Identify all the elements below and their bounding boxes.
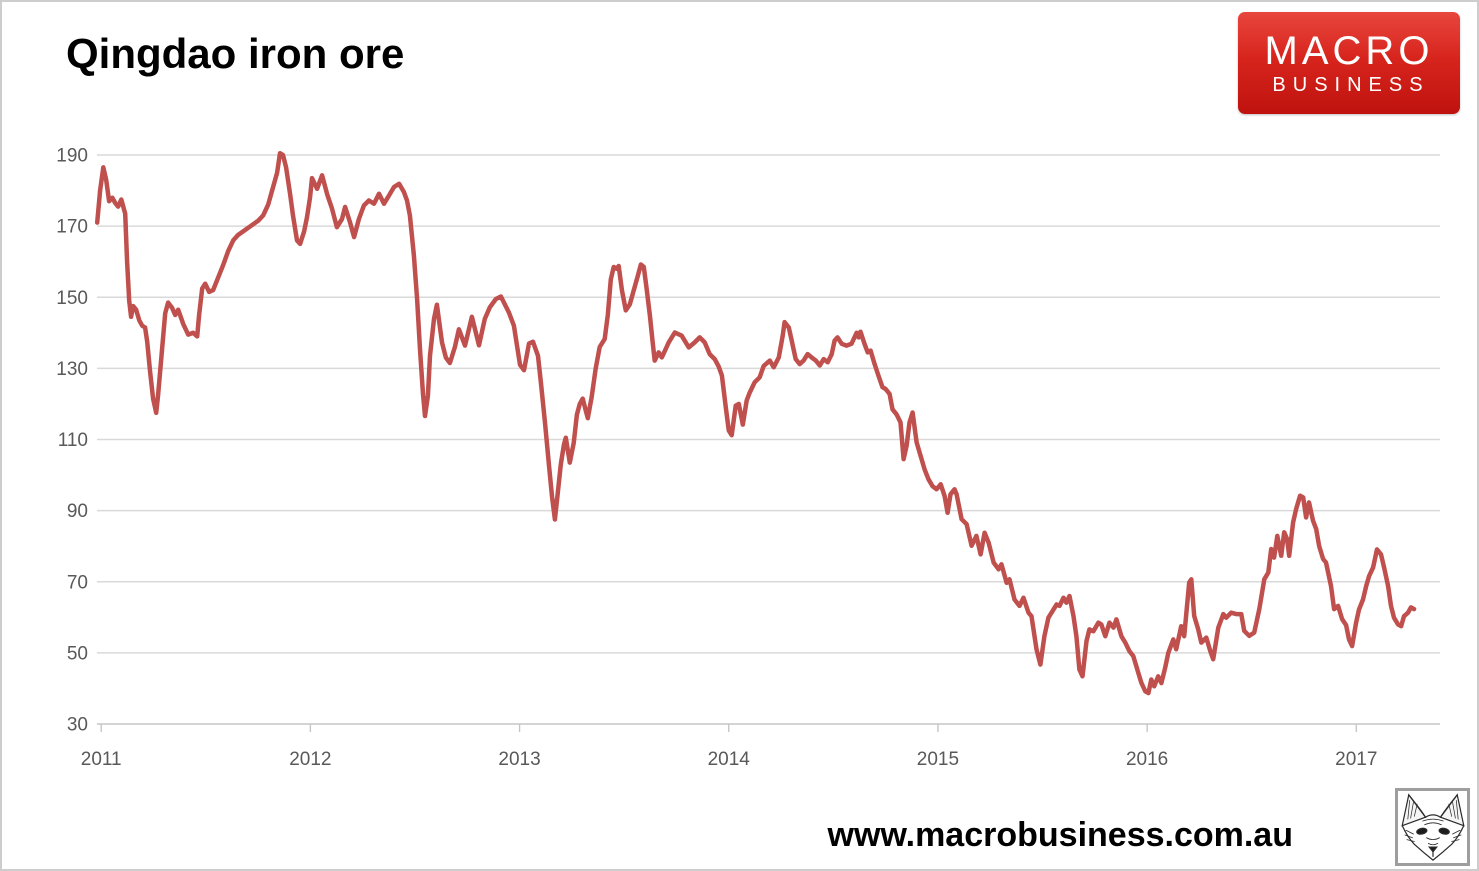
x-axis-tick-label: 2012 <box>289 749 331 770</box>
page-title: Qingdao iron ore <box>66 30 405 77</box>
y-axis-tick-label: 170 <box>56 217 88 238</box>
y-axis-tick-label: 30 <box>67 715 88 736</box>
x-axis-tick-label: 2015 <box>917 749 959 770</box>
y-axis-tick-label: 130 <box>56 359 88 380</box>
logo-text-macro: MACRO <box>1264 29 1434 73</box>
y-axis-tick-label: 70 <box>67 572 88 593</box>
logo-text-business: BUSINESS <box>1272 74 1430 96</box>
x-axis-tick-label: 2016 <box>1126 749 1168 770</box>
y-axis-tick-label: 150 <box>56 288 88 309</box>
fox-icon <box>1400 792 1465 861</box>
y-axis-tick-label: 110 <box>58 430 88 451</box>
x-axis-tick-label: 2013 <box>498 749 540 770</box>
fox-sketch-image <box>1395 788 1470 866</box>
x-axis-tick-label: 2011 <box>81 749 122 770</box>
y-axis-tick-label: 90 <box>67 501 88 522</box>
price-line-series <box>94 150 1417 696</box>
y-axis-tick-label: 190 <box>56 146 88 167</box>
macrobusiness-logo: MACRO BUSINESS <box>1238 12 1460 114</box>
website-url: www.macrobusiness.com.au <box>827 816 1293 854</box>
x-axis-tick-label: 2014 <box>708 749 751 770</box>
y-axis-tick-label: 50 <box>67 643 88 664</box>
x-axis-tick-label: 2017 <box>1335 749 1377 770</box>
